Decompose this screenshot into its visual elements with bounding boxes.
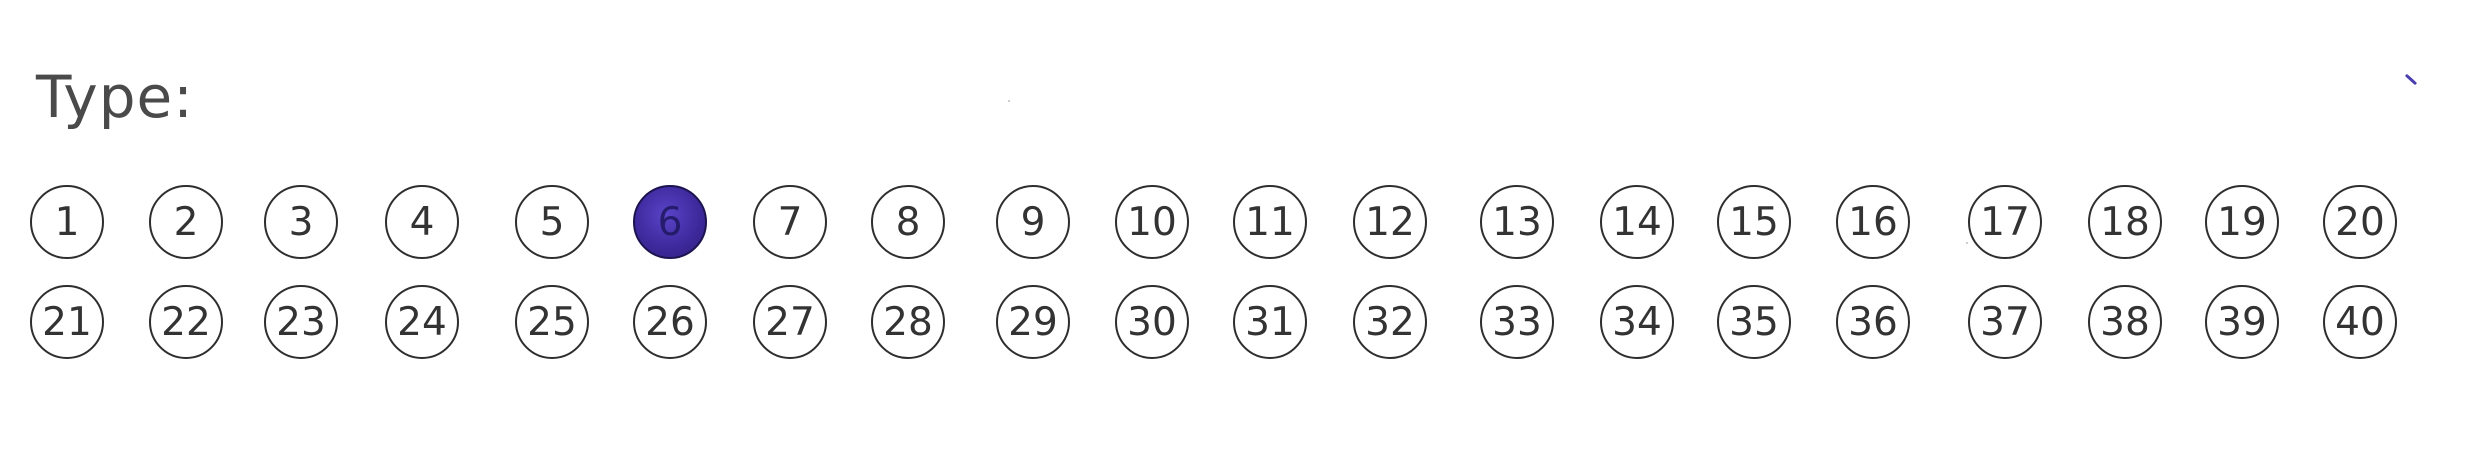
bubble-number: 16 [1848,199,1898,245]
bubble-number: 5 [539,199,565,245]
bubble-number: 27 [765,299,815,345]
bubble-option-3[interactable]: 3 [264,185,338,259]
bubble-option-37[interactable]: 37 [1968,285,2042,359]
bubble-option-26[interactable]: 26 [633,285,707,359]
bubble-option-27[interactable]: 27 [753,285,827,359]
bubble-option-25[interactable]: 25 [515,285,589,359]
type-label: Type: [36,63,194,131]
bubble-option-12[interactable]: 12 [1353,185,1427,259]
bubble-number: 32 [1365,299,1415,345]
bubble-option-7[interactable]: 7 [753,185,827,259]
bubble-option-10[interactable]: 10 [1115,185,1189,259]
bubble-number: 13 [1492,199,1542,245]
bubble-option-5[interactable]: 5 [515,185,589,259]
bubble-option-29[interactable]: 29 [996,285,1070,359]
bubble-option-22[interactable]: 22 [149,285,223,359]
bubble-option-18[interactable]: 18 [2088,185,2162,259]
bubble-option-24[interactable]: 24 [385,285,459,359]
bubble-option-17[interactable]: 17 [1968,185,2042,259]
bubble-option-15[interactable]: 15 [1717,185,1791,259]
bubble-number: 6 [657,199,683,245]
bubble-option-33[interactable]: 33 [1480,285,1554,359]
bubble-option-35[interactable]: 35 [1717,285,1791,359]
bubble-option-8[interactable]: 8 [871,185,945,259]
bubble-number: 1 [54,199,80,245]
bubble-number: 10 [1127,199,1177,245]
bubble-number: 40 [2335,299,2385,345]
bubble-number: 33 [1492,299,1542,345]
bubble-option-23[interactable]: 23 [264,285,338,359]
bubble-option-16[interactable]: 16 [1836,185,1910,259]
paper-speck [1008,100,1010,102]
bubble-option-11[interactable]: 11 [1233,185,1307,259]
bubble-number: 22 [161,299,211,345]
bubble-number: 15 [1729,199,1779,245]
bubble-option-39[interactable]: 39 [2205,285,2279,359]
bubble-number: 39 [2217,299,2267,345]
bubble-option-31[interactable]: 31 [1233,285,1307,359]
bubble-number: 17 [1980,199,2030,245]
stray-pen-mark [2404,73,2418,86]
bubble-number: 23 [276,299,326,345]
bubble-number: 4 [409,199,435,245]
bubble-number: 19 [2217,199,2267,245]
bubble-number: 2 [173,199,199,245]
bubble-option-40[interactable]: 40 [2323,285,2397,359]
bubble-option-2[interactable]: 2 [149,185,223,259]
bubble-number: 30 [1127,299,1177,345]
bubble-number: 37 [1980,299,2030,345]
bubble-option-4[interactable]: 4 [385,185,459,259]
bubble-number: 18 [2100,199,2150,245]
bubble-option-6[interactable]: 6 [633,185,707,259]
bubble-option-20[interactable]: 20 [2323,185,2397,259]
bubble-option-13[interactable]: 13 [1480,185,1554,259]
bubble-option-38[interactable]: 38 [2088,285,2162,359]
bubble-number: 36 [1848,299,1898,345]
bubble-option-21[interactable]: 21 [30,285,104,359]
bubble-number: 28 [883,299,933,345]
bubble-number: 34 [1612,299,1662,345]
bubble-option-36[interactable]: 36 [1836,285,1910,359]
bubble-number: 35 [1729,299,1779,345]
paper-speck [1966,242,1968,244]
bubble-option-1[interactable]: 1 [30,185,104,259]
bubble-number: 12 [1365,199,1415,245]
bubble-number: 25 [527,299,577,345]
bubble-option-9[interactable]: 9 [996,185,1070,259]
bubble-option-28[interactable]: 28 [871,285,945,359]
bubble-option-14[interactable]: 14 [1600,185,1674,259]
bubble-number: 14 [1612,199,1662,245]
bubble-number: 21 [42,299,92,345]
bubble-number: 38 [2100,299,2150,345]
bubble-number: 3 [288,199,314,245]
bubble-option-19[interactable]: 19 [2205,185,2279,259]
bubble-option-30[interactable]: 30 [1115,285,1189,359]
bubble-number: 26 [645,299,695,345]
bubble-number: 24 [397,299,447,345]
bubble-option-34[interactable]: 34 [1600,285,1674,359]
bubble-number: 7 [777,199,803,245]
bubble-number: 31 [1245,299,1295,345]
bubble-number: 8 [895,199,921,245]
bubble-number: 11 [1245,199,1295,245]
bubble-number: 9 [1020,199,1046,245]
bubble-number: 20 [2335,199,2385,245]
bubble-option-32[interactable]: 32 [1353,285,1427,359]
bubble-number: 29 [1008,299,1058,345]
